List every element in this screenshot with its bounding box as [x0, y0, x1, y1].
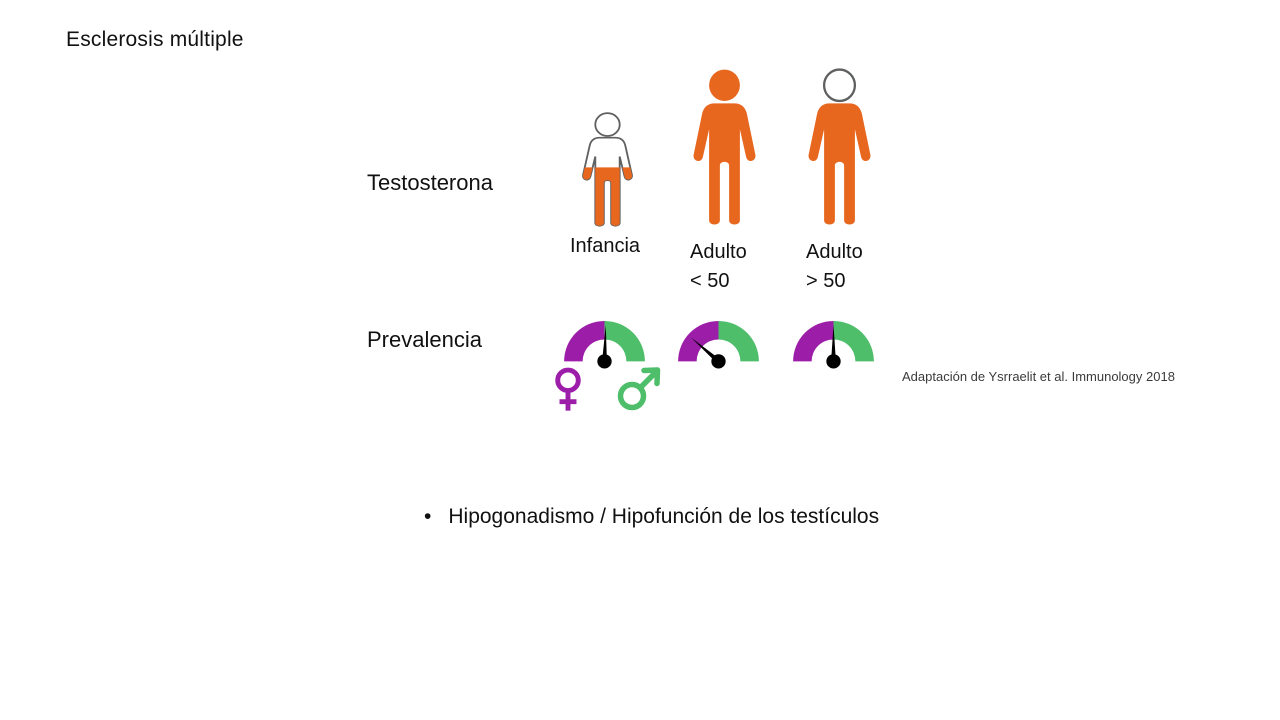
- testosterone-row-label: Testosterona: [367, 170, 493, 195]
- female-symbol-icon: [555, 367, 581, 411]
- adult-under-50-figure-icon: [693, 69, 756, 225]
- age-group-label-line1: Adulto: [690, 241, 747, 263]
- slide-title: Esclerosis múltiple: [66, 28, 244, 51]
- prevalence-row-label: Prevalencia: [367, 327, 482, 352]
- age-group-label-line2: < 50: [690, 270, 730, 292]
- gauge-male-half: [718, 320, 759, 362]
- age-group-label-line2: > 50: [806, 270, 846, 292]
- bullet-row: • Hipogonadismo / Hipofunción de los tes…: [424, 505, 879, 529]
- age-group-label-infancia: Infancia: [563, 232, 647, 261]
- male-symbol-icon: [617, 367, 661, 411]
- gauge-needle: [830, 325, 837, 364]
- gauge-needle-pivot: [597, 354, 612, 369]
- gauge-female-half: [564, 320, 605, 362]
- prevalence-gauge-adulto-menor-50-icon: [678, 320, 759, 369]
- age-group-label-adulto-mayor-50: Adulto > 50: [806, 238, 863, 296]
- prevalence-gauge-infancia-icon: [564, 320, 645, 369]
- bullet-marker: •: [424, 505, 432, 528]
- source-attribution: Adaptación de Ysrraelit et al. Immunolog…: [902, 369, 1175, 384]
- child-figure-icon: [582, 112, 633, 227]
- age-group-label-adulto-menor-50: Adulto < 50: [690, 238, 747, 296]
- gauge-needle: [601, 325, 607, 364]
- gauge-needle-pivot: [826, 354, 841, 369]
- adult-over-50-figure-icon: [808, 68, 871, 225]
- gauge-needle-pivot: [711, 354, 726, 369]
- gauge-male-half: [833, 320, 874, 362]
- prevalence-gauge-adulto-mayor-50-icon: [793, 320, 874, 369]
- gauge-male-half: [604, 320, 645, 362]
- age-group-label-line1: Adulto: [806, 241, 863, 263]
- age-group-label-line1: Infancia: [569, 235, 641, 257]
- gauge-female-half: [678, 320, 719, 362]
- bullet-text: Hipogonadismo / Hipofunción de los testí…: [448, 505, 880, 528]
- gauge-female-half: [793, 320, 834, 362]
